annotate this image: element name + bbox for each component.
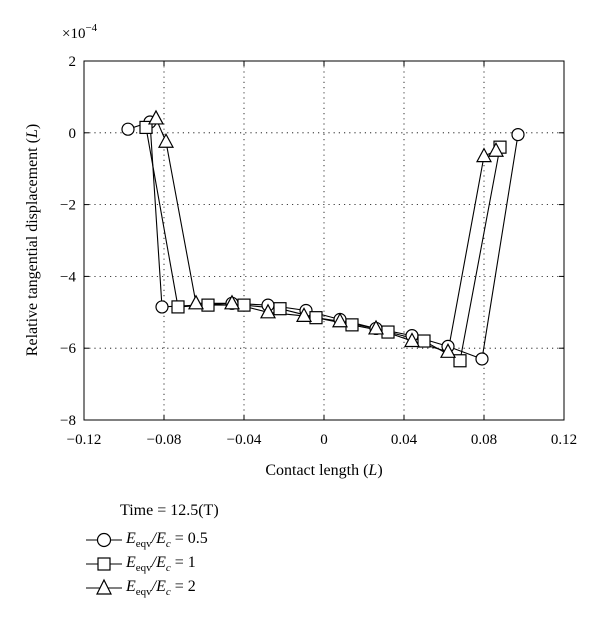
point-circle: [121, 122, 135, 136]
point-triangle: [403, 332, 421, 348]
legend-item-2: Eeqv/Ec = 2: [84, 576, 384, 600]
point-triangle: [295, 307, 313, 322]
y-tick-labels: −8 −6 −4 −2 0 2: [60, 54, 76, 429]
point-circle: [475, 352, 489, 366]
point-square: [273, 302, 287, 316]
legend-marker-circle: [86, 532, 122, 548]
x-tick-label: −0.08: [147, 432, 182, 448]
legend-label: Eeqv/Ec = 1: [126, 554, 196, 575]
point-triangle: [367, 319, 385, 335]
point-square: [201, 298, 215, 312]
x-tick-label: −0.04: [227, 432, 262, 448]
y-tick-label: −8: [60, 413, 76, 429]
point-triangle: [439, 343, 457, 358]
x-tick-labels: −0.12 −0.08 −0.04 0 0.04 0.08 0.12: [67, 432, 577, 448]
point-triangle: [331, 312, 349, 328]
point-square: [237, 298, 251, 312]
x-tick-label: 0.04: [391, 432, 418, 448]
x-tick-label: −0.12: [67, 432, 102, 448]
point-square: [381, 325, 395, 339]
y-tick-label: 2: [69, 54, 77, 70]
point-triangle: [157, 133, 175, 148]
legend-item-1: Eeqv/Ec = 1: [84, 552, 384, 576]
y-tick-label: −6: [60, 341, 76, 357]
point-triangle: [147, 109, 165, 125]
point-circle: [155, 300, 169, 314]
point-triangle: [259, 303, 277, 319]
series-line-0: [127, 121, 519, 360]
series-line-1: [145, 127, 501, 362]
point-square: [171, 300, 185, 314]
point-triangle: [487, 141, 505, 157]
series-lines: [127, 118, 519, 362]
point-square: [453, 354, 467, 368]
point-square: [345, 318, 359, 332]
grid-lines: [84, 61, 564, 420]
point-square: [309, 311, 323, 325]
y-tick-label: −4: [60, 269, 76, 285]
x-axis-title: Contact length (L): [265, 462, 382, 479]
point-triangle: [475, 147, 493, 163]
x-tick-label: 0: [320, 432, 328, 448]
y-tick-label: 0: [69, 126, 77, 142]
series-line-2: [155, 118, 497, 353]
y-multiplier: ×10−4: [62, 22, 98, 42]
legend: Time = 12.5(T) Eeqv/Ec = 0.5 Eeqv/Ec = 1…: [84, 500, 384, 610]
point-triangle: [223, 294, 241, 310]
point-circle: [511, 127, 525, 142]
y-tick-label: −2: [60, 198, 76, 214]
legend-label: Eeqv/Ec = 0.5: [126, 530, 208, 551]
series-markers: [121, 109, 525, 368]
point-square: [417, 334, 431, 348]
legend-title: Time = 12.5(T): [120, 502, 219, 519]
axis-ticks: [83, 60, 565, 421]
legend-marker-triangle: [86, 578, 122, 595]
x-tick-label: 0.12: [551, 432, 577, 448]
y-axis-title: Relative tangential displacement (L): [24, 124, 41, 356]
x-tick-label: 0.08: [471, 432, 497, 448]
legend-item-0: Eeqv/Ec = 0.5: [84, 528, 384, 552]
point-triangle: [187, 294, 205, 310]
legend-label: Eeqv/Ec = 2: [126, 578, 196, 599]
legend-marker-square: [86, 557, 122, 571]
